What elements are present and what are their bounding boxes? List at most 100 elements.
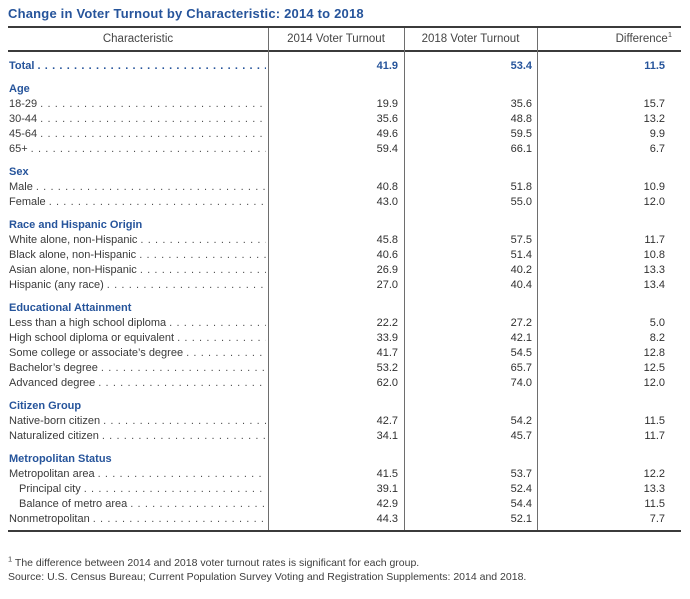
value-difference: 10.9 bbox=[643, 181, 665, 193]
value-2018: 35.6 bbox=[510, 98, 532, 110]
row-label: High school diploma or equivalent bbox=[9, 332, 175, 344]
value-difference: 13.4 bbox=[643, 279, 665, 291]
section-header: Race and Hispanic Origin bbox=[9, 219, 143, 231]
dot-leader bbox=[169, 316, 266, 331]
value-2018: 59.5 bbox=[510, 128, 532, 140]
value-2014: 40.8 bbox=[376, 181, 398, 193]
dot-leader bbox=[177, 331, 266, 346]
row-label: Total bbox=[9, 60, 35, 72]
dot-leader bbox=[98, 467, 266, 482]
value-2014: 44.3 bbox=[376, 513, 398, 525]
value-2018: 52.1 bbox=[510, 513, 532, 525]
value-2018: 51.4 bbox=[510, 249, 532, 261]
section-header: Citizen Group bbox=[9, 400, 82, 412]
dot-leader bbox=[93, 512, 266, 527]
table-row: Native-born citizen 42.7 54.2 11.5 bbox=[8, 414, 681, 429]
value-2018: 74.0 bbox=[510, 377, 532, 389]
section-header: Educational Attainment bbox=[9, 302, 132, 314]
value-2014: 45.8 bbox=[376, 234, 398, 246]
table-row: Asian alone, non-Hispanic 26.9 40.2 13.3 bbox=[8, 263, 681, 278]
value-2014: 41.5 bbox=[376, 468, 398, 480]
row-label: Nonmetropolitan bbox=[9, 513, 90, 525]
table-row: Male 40.8 51.8 10.9 bbox=[8, 180, 681, 195]
row-label-cell: Naturalized citizen bbox=[8, 429, 268, 444]
value-2014: 19.9 bbox=[376, 98, 398, 110]
table-row: 18-29 19.9 35.6 15.7 bbox=[8, 97, 681, 112]
table-row: Female 43.0 55.0 12.0 bbox=[8, 195, 681, 210]
value-2018: 55.0 bbox=[510, 196, 532, 208]
value-difference: 11.5 bbox=[644, 60, 665, 72]
row-label-cell: White alone, non-Hispanic bbox=[8, 233, 268, 248]
table-row: Hispanic (any race) 27.0 40.4 13.4 bbox=[8, 278, 681, 293]
value-2018: 40.4 bbox=[510, 279, 532, 291]
row-label: Naturalized citizen bbox=[9, 430, 99, 442]
table-row: Naturalized citizen 34.1 45.7 11.7 bbox=[8, 429, 681, 444]
value-difference: 11.7 bbox=[644, 234, 665, 246]
table-row: Total 41.9 53.4 11.5 bbox=[8, 59, 681, 74]
column-divider-1 bbox=[268, 28, 269, 530]
value-2014: 59.4 bbox=[376, 143, 398, 155]
value-2014: 35.6 bbox=[376, 113, 398, 125]
value-difference: 10.8 bbox=[643, 249, 665, 261]
dot-leader bbox=[186, 346, 266, 361]
value-2018: 54.4 bbox=[510, 498, 532, 510]
value-2018: 54.5 bbox=[510, 347, 532, 359]
value-2014: 42.7 bbox=[376, 415, 398, 427]
value-2014: 34.1 bbox=[376, 430, 398, 442]
row-label-cell: Total bbox=[8, 59, 268, 74]
table-row: 65+ 59.4 66.1 6.7 bbox=[8, 142, 681, 157]
row-label: 65+ bbox=[9, 143, 28, 155]
voter-turnout-table: Characteristic 2014 Voter Turnout 2018 V… bbox=[8, 26, 681, 532]
table-row: Balance of metro area 42.9 54.4 11.5 bbox=[8, 497, 681, 512]
column-header-2018-turnout: 2018 Voter Turnout bbox=[421, 33, 520, 45]
row-label: Less than a high school diploma bbox=[9, 317, 167, 329]
dot-leader bbox=[130, 497, 266, 512]
value-2018: 53.7 bbox=[510, 468, 532, 480]
value-2018: 65.7 bbox=[510, 362, 532, 374]
table-row: Black alone, non-Hispanic 40.6 51.4 10.8 bbox=[8, 248, 681, 263]
row-label: Native-born citizen bbox=[9, 415, 101, 427]
value-difference: 12.8 bbox=[643, 347, 665, 359]
row-label-cell: Principal city bbox=[8, 482, 268, 497]
source-note: Source: U.S. Census Bureau; Current Popu… bbox=[8, 571, 527, 583]
row-label: Metropolitan area bbox=[9, 468, 95, 480]
row-label-cell: Asian alone, non-Hispanic bbox=[8, 263, 268, 278]
value-2018: 45.7 bbox=[510, 430, 532, 442]
value-2014: 39.1 bbox=[376, 483, 398, 495]
row-label-cell: Balance of metro area bbox=[8, 497, 268, 512]
table-row: Less than a high school diploma 22.2 27.2 5… bbox=[8, 316, 681, 331]
table-row: 30-44 35.6 48.8 13.2 bbox=[8, 112, 681, 127]
table-row: Principal city 39.1 52.4 13.3 bbox=[8, 482, 681, 497]
dot-leader bbox=[140, 263, 266, 278]
value-2018: 53.4 bbox=[510, 60, 532, 72]
value-2018: 57.5 bbox=[510, 234, 532, 246]
value-2018: 27.2 bbox=[510, 317, 532, 329]
row-label-cell: 45-64 bbox=[8, 127, 268, 142]
dot-leader bbox=[36, 180, 266, 195]
row-label-cell: Hispanic (any race) bbox=[8, 278, 268, 293]
section-header: Sex bbox=[9, 166, 29, 178]
table-row: High school diploma or equivalent 33.9 42.… bbox=[8, 331, 681, 346]
footnote-text: The difference between 2014 and 2018 vot… bbox=[14, 557, 420, 569]
footnote-marker: 1 bbox=[667, 30, 672, 40]
table-header-row: Characteristic 2014 Voter Turnout 2018 V… bbox=[8, 28, 681, 52]
value-difference: 5.0 bbox=[649, 317, 665, 329]
row-label: 30-44 bbox=[9, 113, 38, 125]
row-label: Black alone, non-Hispanic bbox=[9, 249, 137, 261]
value-difference: 13.3 bbox=[643, 483, 665, 495]
dot-leader bbox=[101, 361, 266, 376]
value-2014: 40.6 bbox=[376, 249, 398, 261]
row-label: White alone, non-Hispanic bbox=[9, 234, 138, 246]
value-difference: 12.0 bbox=[643, 377, 665, 389]
footnote: 1 The difference between 2014 and 2018 v… bbox=[8, 555, 682, 570]
column-header-characteristic: Characteristic bbox=[102, 33, 174, 45]
dot-leader bbox=[84, 482, 266, 497]
value-2014: 26.9 bbox=[376, 264, 398, 276]
value-difference: 12.5 bbox=[643, 362, 665, 374]
dot-leader bbox=[139, 248, 266, 263]
column-divider-2 bbox=[404, 28, 405, 530]
row-label: Asian alone, non-Hispanic bbox=[9, 264, 137, 276]
table-row: 45-64 49.6 59.5 9.9 bbox=[8, 127, 681, 142]
row-label-cell: Advanced degree bbox=[8, 376, 268, 391]
